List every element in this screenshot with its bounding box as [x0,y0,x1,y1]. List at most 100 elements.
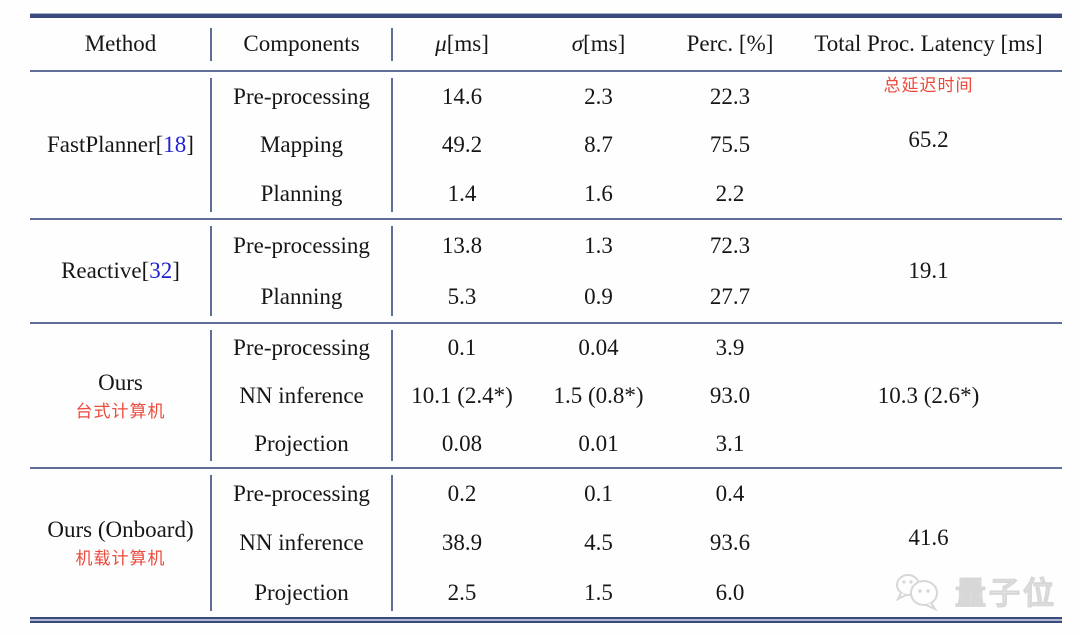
component-cell: Projection [254,430,349,456]
component-cell: Pre-processing [233,83,370,109]
total-latency-cell: 19.1 [795,220,1062,322]
perc-cell: 2.2 [715,181,745,207]
method-annotation: 台式计算机 [75,401,166,421]
mu-cell: 38.9 [441,530,483,556]
component-cell: Mapping [259,132,344,158]
component-cell: Pre-processing [233,481,370,507]
mu-cell: 2.5 [447,579,477,605]
method-label: Ours (Onboard) [47,517,194,542]
method-label: FastPlanner [47,132,156,158]
header-label: Method [84,31,157,57]
component-cell: Projection [254,579,349,605]
header-total-latency: Total Proc. Latency [ms] [795,18,1062,70]
total-latency-cell: 总延迟时间 65.2 [795,72,1062,218]
perc-cell: 75.5 [709,132,751,158]
mu-cell: 0.1 [447,335,477,361]
header-label: [ms] [446,31,489,57]
mu-cell: 13.8 [441,232,483,258]
section-ours: Ours 台式计算机 Pre-processing 0.1 0.04 3.9 N… [30,322,1062,467]
mu-cell: 10.1 (2.4*) [411,382,513,408]
section-ours-onboard: Ours (Onboard) 机载计算机 Pre-processing 0.2 … [30,467,1062,617]
mu-cell: 0.08 [441,430,483,456]
header-label: Components [243,31,360,57]
column-divider [210,78,212,212]
mu-cell: 5.3 [447,283,477,309]
sigma-cell: 1.6 [584,181,613,207]
perc-cell: 0.4 [715,481,745,507]
perc-cell: 72.3 [709,232,751,258]
citation-link[interactable]: 18 [163,132,187,158]
cite-bracket: ] [172,258,180,284]
sigma-cell: 1.5 (0.8*) [553,382,644,408]
mu-cell: 1.4 [447,181,477,207]
column-divider [391,475,393,611]
perc-cell: 3.1 [715,430,745,456]
total-latency-annotation: 总延迟时间 [883,76,974,95]
method-label: Ours [98,369,143,395]
component-cell: Planning [260,283,343,309]
component-cell: Pre-processing [233,232,370,258]
perc-cell: 6.0 [715,579,745,605]
header-components: Components [211,18,392,70]
mu-symbol: μ [435,31,447,57]
cite-bracket: [ [141,258,150,284]
sigma-cell: 1.3 [584,232,613,258]
perc-cell: 27.7 [709,283,751,309]
cite-bracket: ] [186,132,194,158]
mu-cell: 49.2 [441,132,483,158]
perc-cell: 22.3 [709,83,751,109]
component-cell: Pre-processing [233,335,370,361]
section-reactive: Reactive [32] Pre-processing 13.8 1.3 72… [30,218,1062,322]
section-fastplanner: FastPlanner [18] Pre-processing 14.6 2.3… [30,70,1062,218]
sigma-symbol: σ [571,31,584,57]
cite-bracket: [ [155,132,164,158]
column-divider [391,330,393,461]
sigma-cell: 0.1 [584,481,613,507]
total-value: 41.6 [908,525,949,551]
component-cell: Planning [260,181,343,207]
table-bottom-rule [30,617,1062,623]
latency-table: Method Components μ [ms] σ [ms] Perc. [%… [30,13,1062,623]
column-divider [391,226,393,316]
perc-cell: 93.6 [709,530,751,556]
column-divider [391,78,393,212]
sigma-cell: 4.5 [584,530,613,556]
method-name: Ours 台式计算机 [30,324,211,467]
citation-link[interactable]: 32 [149,258,173,284]
total-value: 19.1 [908,258,949,284]
sigma-cell: 1.5 [584,579,613,605]
component-cell: NN inference [239,530,364,556]
total-latency-cell: 10.3 (2.6*) [795,324,1062,467]
method-name: Ours (Onboard) 机载计算机 [30,469,211,617]
total-latency-cell: 41.6 [795,469,1062,617]
column-divider [210,28,212,61]
header-method: Method [30,18,211,70]
method-name: FastPlanner [18] [30,72,211,218]
table-top-rule [30,13,1062,18]
component-cell: NN inference [239,382,364,408]
mu-cell: 14.6 [441,83,483,109]
header-mu: μ [ms] [392,18,532,70]
sigma-cell: 0.9 [584,283,613,309]
header-sigma: σ [ms] [532,18,665,70]
column-divider [210,475,212,611]
method-name: Reactive [32] [30,220,211,322]
header-label: [ms] [583,31,626,57]
sigma-cell: 0.04 [578,335,619,361]
total-value: 10.3 (2.6*) [877,382,980,408]
method-stack: Ours 台式计算机 [76,370,166,422]
column-divider [391,28,393,61]
sigma-cell: 2.3 [584,83,613,109]
perc-cell: 3.9 [715,335,745,361]
table-header-row: Method Components μ [ms] σ [ms] Perc. [%… [30,18,1062,70]
perc-cell: 93.0 [709,382,751,408]
header-perc: Perc. [%] [665,18,795,70]
method-stack: Ours (Onboard) 机载计算机 [47,517,193,569]
sigma-cell: 8.7 [584,132,613,158]
sigma-cell: 0.01 [578,430,619,456]
header-label: Total Proc. Latency [ms] [814,31,1043,57]
method-annotation: 机载计算机 [75,549,166,569]
header-label: Perc. [%] [686,31,774,57]
mu-cell: 0.2 [447,481,477,507]
